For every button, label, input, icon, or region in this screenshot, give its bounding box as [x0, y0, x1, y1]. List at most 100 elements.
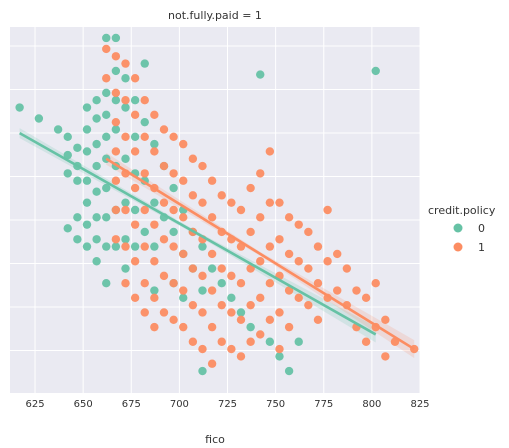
point-s1-121 — [323, 205, 332, 215]
point-s0-23 — [92, 187, 101, 196]
legend: credit.policy 0 1 — [428, 204, 496, 254]
point-s0-77 — [227, 293, 236, 303]
x-tick-labels: 625 650 675 700 725 750 775 800 825 — [25, 399, 429, 410]
point-s0-65 — [169, 227, 178, 237]
point-s1-34 — [150, 257, 159, 266]
point-s1-52 — [179, 249, 188, 259]
point-s0-64 — [169, 183, 178, 193]
point-s0-57 — [140, 227, 149, 237]
point-s1-8 — [111, 235, 121, 244]
point-s0-7 — [73, 176, 82, 185]
point-s1-108 — [284, 213, 294, 222]
point-s1-97 — [256, 330, 265, 339]
point-s1-81 — [227, 308, 236, 317]
x-tick-label-7: 800 — [362, 399, 381, 410]
point-s0-81 — [265, 337, 275, 346]
point-s0-3 — [63, 132, 72, 141]
point-s1-101 — [265, 279, 275, 288]
point-s1-24 — [140, 132, 149, 141]
point-s1-96 — [256, 293, 265, 303]
point-s1-73 — [217, 191, 226, 200]
point-s1-33 — [150, 220, 159, 229]
point-s1-27 — [140, 242, 149, 251]
point-s1-83 — [236, 205, 246, 215]
point-s0-85 — [371, 66, 380, 76]
point-s0-37 — [111, 66, 121, 76]
point-s1-85 — [236, 279, 246, 288]
point-s0-24 — [92, 213, 101, 222]
point-s1-70 — [207, 286, 217, 295]
point-s1-41 — [159, 271, 169, 281]
point-s1-49 — [179, 139, 188, 149]
point-s0-12 — [82, 103, 92, 112]
point-s0-16 — [82, 198, 92, 207]
point-s0-78 — [236, 308, 246, 317]
point-s0-44 — [121, 103, 130, 112]
point-s1-55 — [188, 154, 198, 163]
point-s1-47 — [169, 279, 178, 288]
point-s1-72 — [207, 359, 217, 368]
point-s1-128 — [352, 286, 361, 295]
point-s1-36 — [150, 322, 159, 332]
point-s0-55 — [140, 117, 149, 127]
point-s0-52 — [130, 205, 140, 215]
point-s1-58 — [188, 264, 198, 273]
point-s1-91 — [246, 300, 255, 310]
point-s1-76 — [217, 300, 226, 310]
point-s1-119 — [313, 279, 323, 288]
point-s1-122 — [323, 257, 332, 266]
point-s1-1 — [102, 74, 111, 83]
point-s0-0 — [15, 103, 24, 112]
point-s0-75 — [207, 264, 217, 273]
legend-title: credit.policy — [428, 204, 496, 217]
point-s1-15 — [121, 279, 130, 288]
point-s1-100 — [265, 242, 275, 251]
x-tick-label-4: 725 — [218, 399, 237, 410]
point-s1-50 — [179, 176, 188, 185]
point-s0-1 — [34, 114, 44, 123]
point-s0-59 — [150, 198, 159, 207]
point-s1-89 — [246, 227, 255, 237]
point-s1-125 — [333, 286, 342, 295]
point-s1-39 — [159, 198, 169, 207]
point-s0-20 — [92, 114, 101, 123]
point-s1-124 — [333, 249, 342, 259]
point-s1-13 — [121, 205, 130, 215]
point-s1-42 — [159, 308, 169, 317]
x-tick-label-0: 625 — [25, 399, 44, 410]
point-s0-53 — [130, 242, 140, 251]
point-s1-4 — [111, 117, 121, 127]
point-s0-9 — [63, 224, 72, 233]
point-s0-19 — [92, 96, 101, 105]
point-s0-69 — [179, 293, 188, 303]
point-s1-0 — [102, 44, 111, 54]
x-axis-label: fico — [205, 433, 225, 446]
point-s1-61 — [198, 161, 207, 171]
point-s1-112 — [294, 220, 303, 229]
point-s1-92 — [246, 337, 255, 346]
x-tick-label-8: 825 — [410, 399, 429, 410]
point-s1-113 — [294, 257, 303, 266]
point-s1-106 — [275, 308, 284, 317]
point-s0-50 — [130, 132, 140, 141]
point-s1-21 — [130, 257, 140, 266]
point-s1-69 — [207, 249, 217, 259]
point-s1-126 — [342, 264, 352, 273]
point-s0-79 — [246, 322, 255, 332]
point-s0-48 — [121, 264, 130, 273]
point-s1-87 — [236, 352, 246, 361]
point-s0-49 — [130, 96, 140, 105]
legend-marker-0 — [453, 223, 463, 233]
point-s0-28 — [102, 110, 111, 120]
point-s1-115 — [304, 227, 313, 237]
x-tick-label-3: 700 — [170, 399, 189, 410]
point-s1-94 — [256, 213, 265, 222]
point-s1-78 — [227, 198, 236, 207]
point-s1-66 — [198, 344, 207, 354]
x-tick-label-6: 775 — [314, 399, 333, 410]
point-s0-36 — [111, 33, 121, 43]
point-s1-2 — [111, 52, 121, 61]
point-s0-31 — [102, 183, 111, 193]
point-s0-72 — [198, 242, 207, 251]
point-s1-59 — [188, 300, 198, 310]
